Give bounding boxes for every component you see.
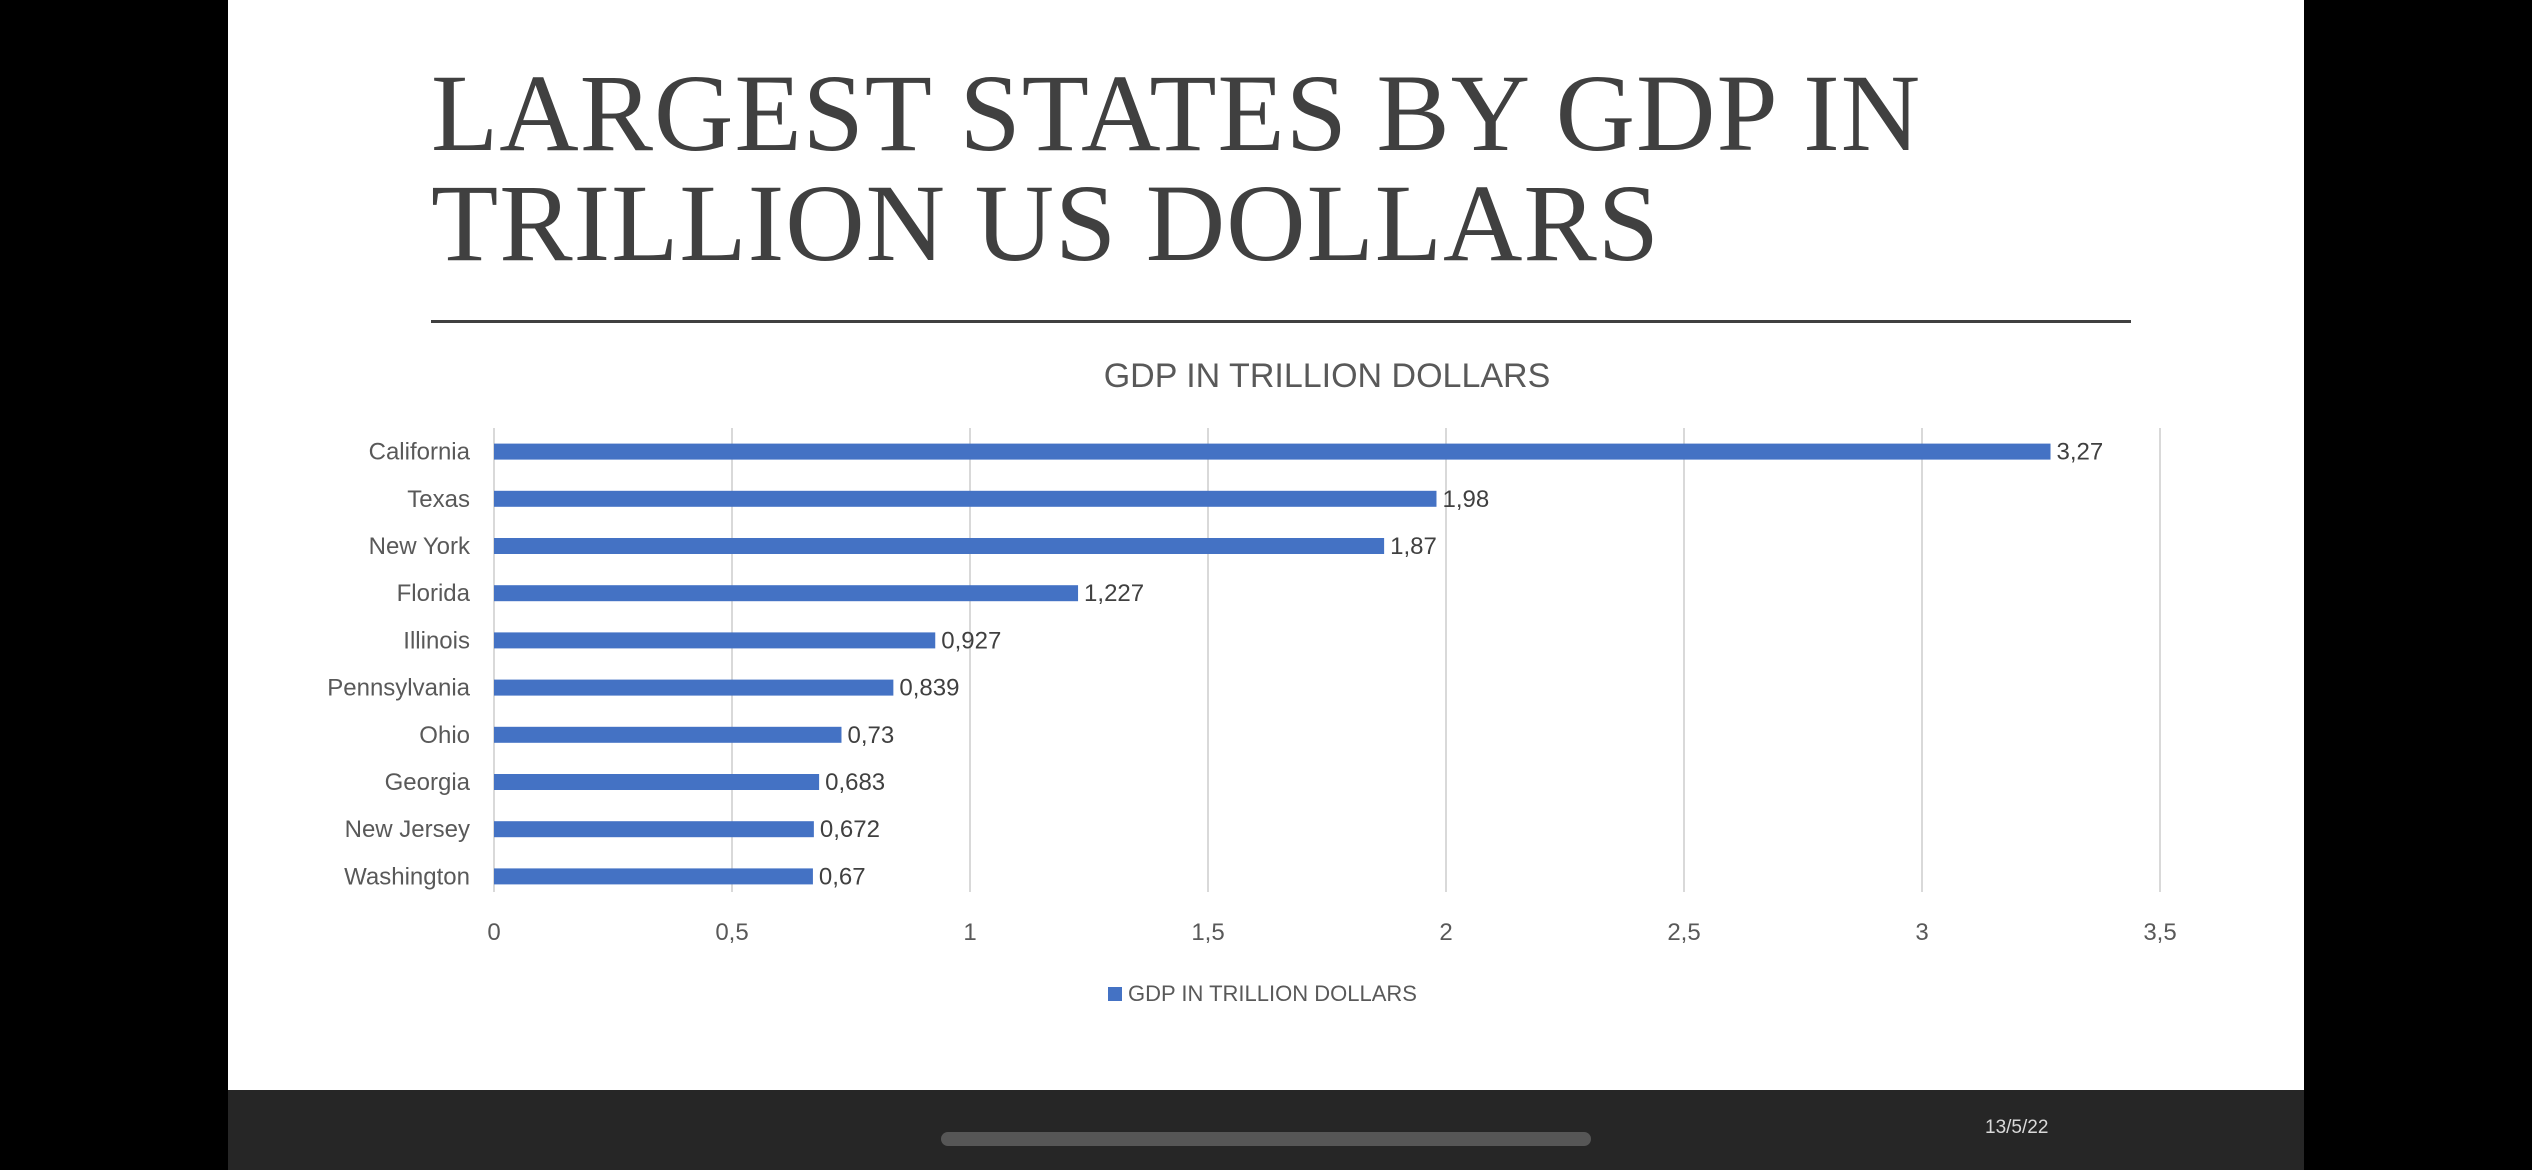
x-tick-label: 3,5: [2143, 919, 2176, 946]
slide: LARGEST STATES BY GDP IN TRILLION US DOL…: [228, 0, 2304, 1090]
bar: [494, 868, 813, 885]
x-tick-label: 0,5: [715, 919, 748, 946]
data-label: 1,227: [1084, 580, 1144, 607]
data-label: 1,87: [1390, 533, 1437, 560]
category-label: Texas: [407, 486, 470, 513]
x-tick-label: 0: [487, 919, 500, 946]
data-label: 3,27: [2057, 439, 2104, 466]
legend-label: GDP IN TRILLION DOLLARS: [1128, 981, 1417, 1006]
x-tick-label: 2: [1439, 919, 1452, 946]
x-tick-label: 1: [963, 919, 976, 946]
x-tick-label: 3: [1915, 919, 1928, 946]
title-divider: [431, 320, 2131, 323]
category-label: Illinois: [403, 627, 470, 654]
category-label: Florida: [397, 580, 471, 607]
scroll-handle[interactable]: [941, 1132, 1591, 1146]
data-label: 1,98: [1442, 486, 1489, 513]
bar: [494, 821, 814, 838]
category-label: Georgia: [385, 769, 471, 796]
data-label: 0,672: [820, 816, 880, 843]
x-tick-label: 2,5: [1667, 919, 1700, 946]
slide-title: LARGEST STATES BY GDP IN TRILLION US DOL…: [431, 52, 1922, 284]
bar-chart: GDP IN TRILLION DOLLARS 0 0,5 1 1,5 2 2,5 3 3,5 C…: [327, 357, 2176, 1006]
bar: [494, 679, 894, 696]
bar: [494, 726, 842, 743]
bar: [494, 632, 936, 649]
bar: [494, 774, 820, 790]
data-label: 0,839: [899, 675, 959, 702]
data-label: 0,67: [819, 863, 866, 890]
category-label: Pennsylvania: [327, 675, 470, 702]
bar: [494, 585, 1079, 602]
bar: [494, 443, 2051, 460]
x-tick-label: 1,5: [1191, 919, 1224, 946]
category-label: Washington: [344, 863, 470, 890]
category-label: New Jersey: [345, 816, 470, 843]
category-label: California: [369, 439, 471, 466]
legend-swatch: [1108, 987, 1122, 1001]
chart-title: GDP IN TRILLION DOLLARS: [1104, 357, 1551, 395]
bar: [494, 490, 1437, 507]
bar: [494, 538, 1385, 554]
bottom-toolbar: 13/5/22: [228, 1090, 2304, 1170]
category-label: New York: [369, 533, 471, 560]
slide-date: 13/5/22: [1985, 1117, 2049, 1138]
data-label: 0,927: [941, 627, 1001, 654]
data-label: 0,73: [847, 722, 894, 749]
data-label: 0,683: [825, 769, 885, 796]
category-label: Ohio: [419, 722, 470, 749]
